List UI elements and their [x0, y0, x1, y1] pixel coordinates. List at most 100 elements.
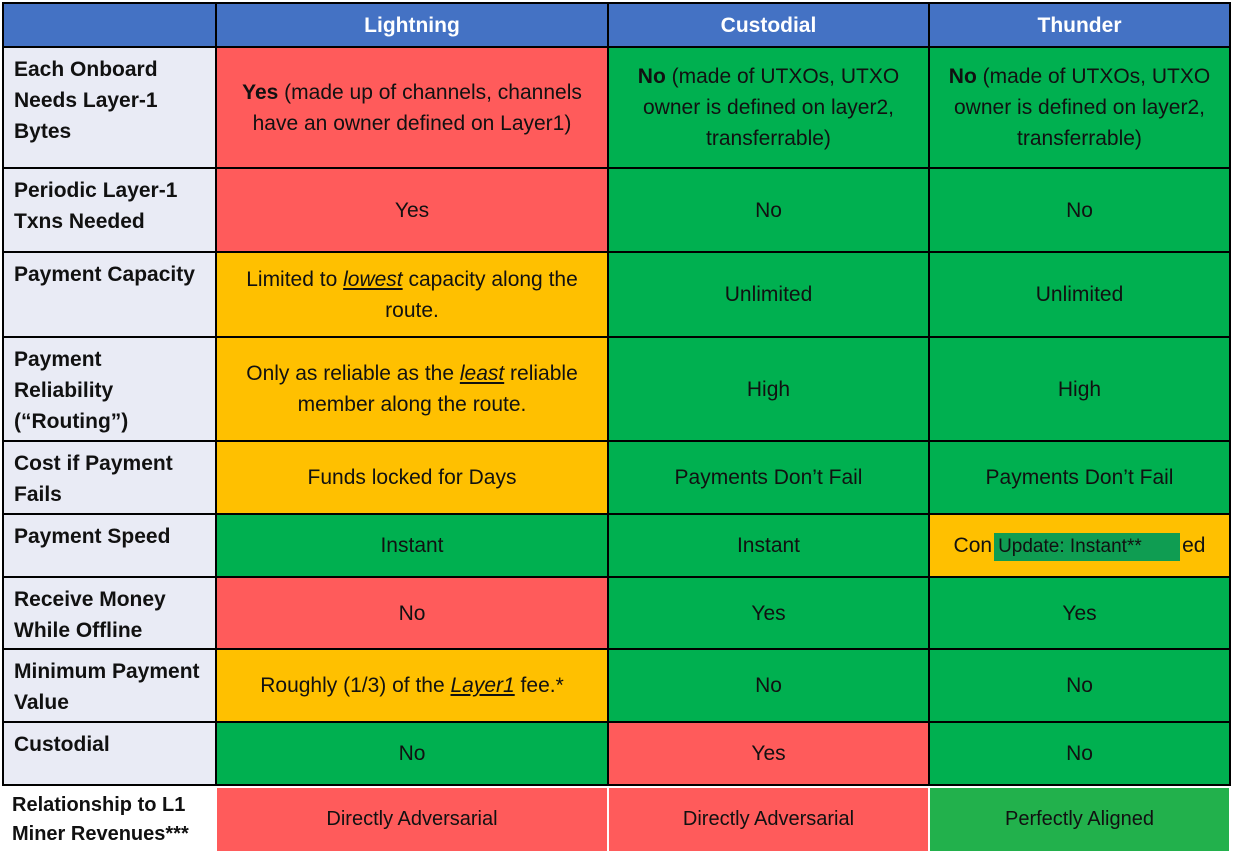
- cell-text: Yes (made up of channels, channels have …: [225, 77, 599, 139]
- cell-text: Payments Don’t Fail: [986, 462, 1174, 493]
- cell-text: Yes: [751, 738, 785, 769]
- table-cell: Unlimited: [609, 253, 928, 336]
- text-run: No: [948, 65, 977, 88]
- table-cell: Directly Adversarial: [217, 788, 607, 851]
- column-header: Thunder: [930, 4, 1229, 46]
- text-run: No: [755, 674, 782, 697]
- text-run: No: [398, 742, 426, 765]
- table-cell: Perfectly Aligned: [930, 788, 1229, 851]
- table-cell: Payments Don’t Fail: [609, 442, 928, 513]
- cell-text: Limited to lowest capacity along the rou…: [225, 264, 599, 326]
- text-run: Payments Don’t Fail: [674, 466, 863, 489]
- text-run: lowest: [343, 267, 403, 291]
- table-cell: Only as reliable as the least reliable m…: [217, 338, 607, 440]
- text-run: Yes: [394, 198, 430, 222]
- text-run: Directly Adversarial: [326, 808, 498, 830]
- table-cell: Unlimited: [930, 253, 1229, 336]
- cell-text: No: [399, 738, 426, 769]
- cell-text: Con Update: Instant** ed: [953, 530, 1206, 561]
- row-header: Periodic Layer-1 Txns Needed: [4, 169, 215, 251]
- table-cell: Roughly (1/3) of the Layer1 fee.*: [217, 650, 607, 721]
- cell-text: Instant: [380, 530, 443, 561]
- text-run: (made up of channels, channels have an o…: [252, 80, 582, 135]
- corner-cell: [4, 4, 215, 46]
- text-run: Unlimited: [1035, 283, 1124, 306]
- text-run: Con: [953, 534, 993, 557]
- text-run: No: [398, 601, 426, 625]
- table-cell: Yes: [930, 578, 1229, 648]
- row-header: Custodial: [4, 723, 215, 784]
- text-run: No: [755, 198, 782, 222]
- text-run: Directly Adversarial: [682, 808, 855, 830]
- table-cell: No: [609, 650, 928, 721]
- text-run: (made of UTXOs, UTXO owner is defined on…: [954, 65, 1211, 150]
- cell-text: No (made of UTXOs, UTXO owner is defined…: [617, 61, 920, 154]
- table-cell: Funds locked for Days: [217, 442, 607, 513]
- text-run: least: [459, 362, 505, 385]
- table-cell: No (made of UTXOs, UTXO owner is defined…: [609, 48, 928, 167]
- cell-text: Directly Adversarial: [326, 805, 497, 834]
- table-cell: Yes (made up of channels, channels have …: [217, 48, 607, 167]
- column-header: Custodial: [609, 4, 928, 46]
- cell-text: No: [1066, 670, 1093, 701]
- cell-text: Yes: [751, 598, 785, 629]
- table-cell: No: [930, 650, 1229, 721]
- row-header: Minimum Payment Value: [4, 650, 215, 721]
- text-run: No: [1066, 198, 1093, 222]
- text-run: Roughly (1/3) of the: [260, 674, 451, 697]
- table-cell: Yes: [609, 723, 928, 784]
- text-run: No: [1066, 742, 1093, 765]
- text-run: capacity along the route.: [385, 267, 578, 322]
- text-run: Layer1: [450, 674, 515, 697]
- text-run: Instant: [380, 534, 444, 557]
- text-run: Perfectly Aligned: [1005, 808, 1154, 830]
- text-run: No: [1066, 674, 1093, 697]
- text-run: Instant: [736, 534, 801, 557]
- table-cell: Directly Adversarial: [609, 788, 928, 851]
- text-run: (made of UTXOs, UTXO owner is defined on…: [643, 65, 900, 150]
- table-cell: No: [609, 169, 928, 251]
- text-run: Yes: [242, 80, 279, 104]
- update-note: Update: Instant**: [994, 533, 1181, 561]
- row-header: Payment Speed: [4, 515, 215, 576]
- text-run: ed: [1182, 534, 1206, 557]
- table-cell: No: [930, 723, 1229, 784]
- cell-text: High: [747, 374, 790, 405]
- table-cell: No (made of UTXOs, UTXO owner is defined…: [930, 48, 1229, 167]
- text-run: reliable member along the route.: [297, 362, 578, 416]
- cell-text: No: [755, 195, 782, 226]
- text-run: Payments Don’t Fail: [985, 466, 1174, 489]
- text-run: Yes: [1062, 601, 1097, 625]
- row-header: Each Onboard Needs Layer-1 Bytes: [4, 48, 215, 167]
- table-cell: Yes: [217, 169, 607, 251]
- cell-text: Payments Don’t Fail: [675, 462, 863, 493]
- table-cell: High: [609, 338, 928, 440]
- cell-text: Yes: [395, 195, 429, 226]
- text-run: Only as reliable as the: [246, 362, 460, 385]
- row-header: Payment Reliability (“Routing”): [4, 338, 215, 440]
- table-cell: Payments Don’t Fail: [930, 442, 1229, 513]
- cell-text: No: [399, 598, 426, 629]
- cell-text: Only as reliable as the least reliable m…: [225, 358, 599, 420]
- cell-text: No: [1066, 195, 1093, 226]
- text-run: Funds locked for Days: [307, 466, 517, 489]
- cell-text: High: [1058, 374, 1101, 405]
- text-run: Limited to: [246, 267, 344, 291]
- cell-text: Yes: [1062, 598, 1096, 629]
- text-run: High: [746, 377, 791, 401]
- cell-text: Instant: [737, 530, 800, 561]
- cell-text: No: [1066, 738, 1093, 769]
- table-cell: No: [217, 723, 607, 784]
- table-cell: No: [217, 578, 607, 648]
- table-cell: Con Update: Instant** ed: [930, 515, 1229, 576]
- row-header: Relationship to L1 Miner Revenues***: [4, 788, 215, 851]
- text-run: Yes: [751, 742, 786, 765]
- cell-text: Funds locked for Days: [308, 462, 517, 493]
- cell-text: Directly Adversarial: [683, 805, 854, 834]
- table-cell: No: [930, 169, 1229, 251]
- table-cell: Limited to lowest capacity along the rou…: [217, 253, 607, 336]
- text-run: fee.*: [514, 674, 564, 697]
- column-header: Lightning: [217, 4, 607, 46]
- cell-text: Unlimited: [725, 279, 813, 310]
